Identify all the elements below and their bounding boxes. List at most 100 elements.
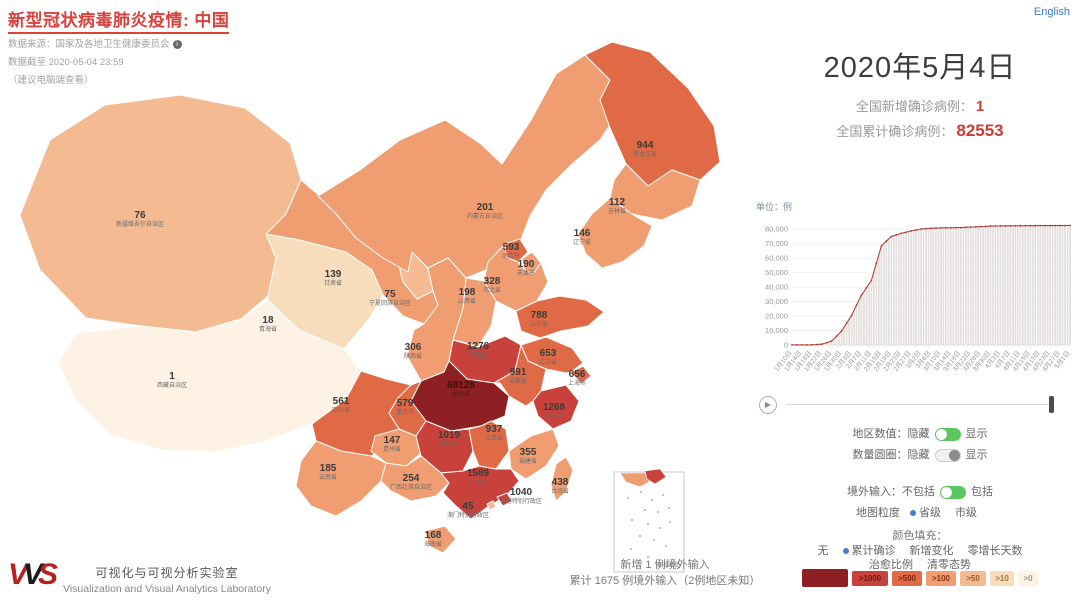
chart-data-point xyxy=(979,225,982,228)
chart-day-bar xyxy=(848,319,850,345)
chart-day-bar xyxy=(823,343,826,345)
province-hubei[interactable] xyxy=(410,360,510,432)
province-aomen[interactable] xyxy=(486,500,497,511)
chart-data-point xyxy=(930,227,932,230)
chart-data-point xyxy=(994,225,997,227)
data-source-text: 数据来源：国家及各地卫生健康委员会 xyxy=(8,39,170,50)
color-fill-option[interactable]: 零增长天数 xyxy=(967,545,1023,557)
province-guangdong[interactable] xyxy=(440,465,520,520)
imported-off-label[interactable]: 不包括 xyxy=(902,486,935,498)
chart-data-point xyxy=(964,226,967,229)
language-toggle-link[interactable]: English xyxy=(1033,6,1070,18)
legend-swatch-label: >0 xyxy=(1023,573,1033,583)
granularity-label: 地图粒度 xyxy=(855,507,900,519)
chart-data-point xyxy=(1014,224,1017,227)
chart-day-bar xyxy=(930,228,932,345)
chart-day-bar xyxy=(992,226,994,345)
color-fill-option[interactable]: 清零态势 xyxy=(927,559,971,571)
province-hainan[interactable] xyxy=(424,525,457,554)
chart-day-bar xyxy=(1044,225,1047,345)
chart-day-bar xyxy=(902,232,905,345)
region-values-toggle[interactable] xyxy=(934,427,961,441)
province-jiangxi[interactable] xyxy=(468,420,510,470)
imported-toggle[interactable] xyxy=(940,485,966,499)
legend-swatch-b0: >0 xyxy=(1018,570,1038,586)
toggle-knob xyxy=(941,486,952,498)
inset-islet-dot xyxy=(644,509,646,511)
province-shanghai[interactable] xyxy=(570,365,592,385)
info-icon[interactable]: i xyxy=(172,39,182,49)
chart-data-point xyxy=(1069,224,1071,227)
chart-data-point xyxy=(890,235,893,238)
chart-day-bar xyxy=(853,310,855,345)
chart-day-bar xyxy=(957,227,960,345)
inset-islet-dot xyxy=(640,491,642,493)
chart-day-bar xyxy=(885,241,888,345)
region-values-on-label[interactable]: 显示 xyxy=(965,428,988,440)
province-yunnan[interactable] xyxy=(295,440,387,517)
province-liaoning[interactable] xyxy=(577,197,653,269)
chart-day-bar xyxy=(1002,225,1004,345)
chart-day-bar xyxy=(1019,225,1022,345)
legend-swatch-b500: >500 xyxy=(892,570,922,586)
province-jilin[interactable] xyxy=(609,163,701,221)
inset-islet-dot xyxy=(653,539,655,541)
lab-name-cn: 可视化与可视分析实验室 xyxy=(95,566,239,580)
timeline-handle[interactable] xyxy=(1049,396,1054,413)
chart-day-bar xyxy=(942,227,945,345)
color-fill-option[interactable]: 新增变化 xyxy=(909,545,954,557)
province-taiwan[interactable] xyxy=(550,456,574,502)
chart-data-point xyxy=(940,227,942,229)
data-source: 数据来源：国家及各地卫生健康委员会 i xyxy=(8,38,229,52)
chart-data-point xyxy=(900,232,903,235)
imported-on-label[interactable]: 包括 xyxy=(971,486,993,498)
legend-swatch-b50: >50 xyxy=(960,570,986,586)
chart-day-bar xyxy=(882,243,885,345)
chart-data-point xyxy=(820,343,823,346)
province-xinjiang[interactable] xyxy=(19,94,302,333)
chart-day-bar xyxy=(927,228,930,345)
color-fill-option[interactable]: 治愈比例 xyxy=(869,559,913,571)
inset-islet-dot xyxy=(669,521,671,523)
province-fujian[interactable] xyxy=(508,428,560,480)
chart-data-point xyxy=(835,335,838,337)
number-circles-on-label[interactable]: 显示 xyxy=(965,449,988,461)
chart-day-bar xyxy=(840,330,843,345)
chart-day-bar xyxy=(1024,225,1027,345)
chart-data-point xyxy=(935,227,937,229)
chart-data-point xyxy=(1059,224,1061,227)
current-date: 2020年5月4日 xyxy=(823,52,1017,84)
chart-data-point xyxy=(1049,224,1051,227)
chart-data-point xyxy=(945,226,947,229)
region-values-off-label[interactable]: 隐藏 xyxy=(907,428,930,440)
chart-day-bar xyxy=(850,315,853,345)
chart-day-bar xyxy=(855,305,858,345)
chart-day-bar xyxy=(1004,225,1007,345)
chart-day-bar xyxy=(1041,225,1044,345)
color-fill-option[interactable]: 无 xyxy=(817,545,829,557)
granularity-option[interactable]: 省级 xyxy=(910,507,941,519)
chart-day-bar xyxy=(952,227,955,345)
legend-swatch-b100: >100 xyxy=(926,570,956,586)
chart-data-point xyxy=(1019,224,1022,227)
number-circles-toggle[interactable] xyxy=(934,448,961,462)
chart-day-bar xyxy=(947,227,950,345)
number-circles-off-label[interactable]: 隐藏 xyxy=(907,449,930,461)
province-xianggang[interactable] xyxy=(496,492,513,507)
chart-day-bar xyxy=(910,230,913,345)
granularity-option[interactable]: 市级 xyxy=(955,507,978,519)
chart-day-bar xyxy=(982,226,985,345)
chart-day-bar xyxy=(994,226,997,345)
province-heilongjiang[interactable] xyxy=(584,41,721,187)
play-button[interactable]: ▶ xyxy=(759,396,777,414)
province-neimenggu[interactable] xyxy=(317,54,619,279)
province-zhejiang[interactable] xyxy=(532,384,580,430)
chart-day-bar xyxy=(905,232,908,345)
timeline-track[interactable] xyxy=(786,404,1050,405)
province-shandong[interactable] xyxy=(515,295,605,339)
chart-day-bar xyxy=(932,228,935,345)
total-cases-value: 82553 xyxy=(956,121,1004,140)
province-guizhou[interactable] xyxy=(370,428,422,467)
color-fill-option[interactable]: 累计确诊 xyxy=(842,545,896,557)
